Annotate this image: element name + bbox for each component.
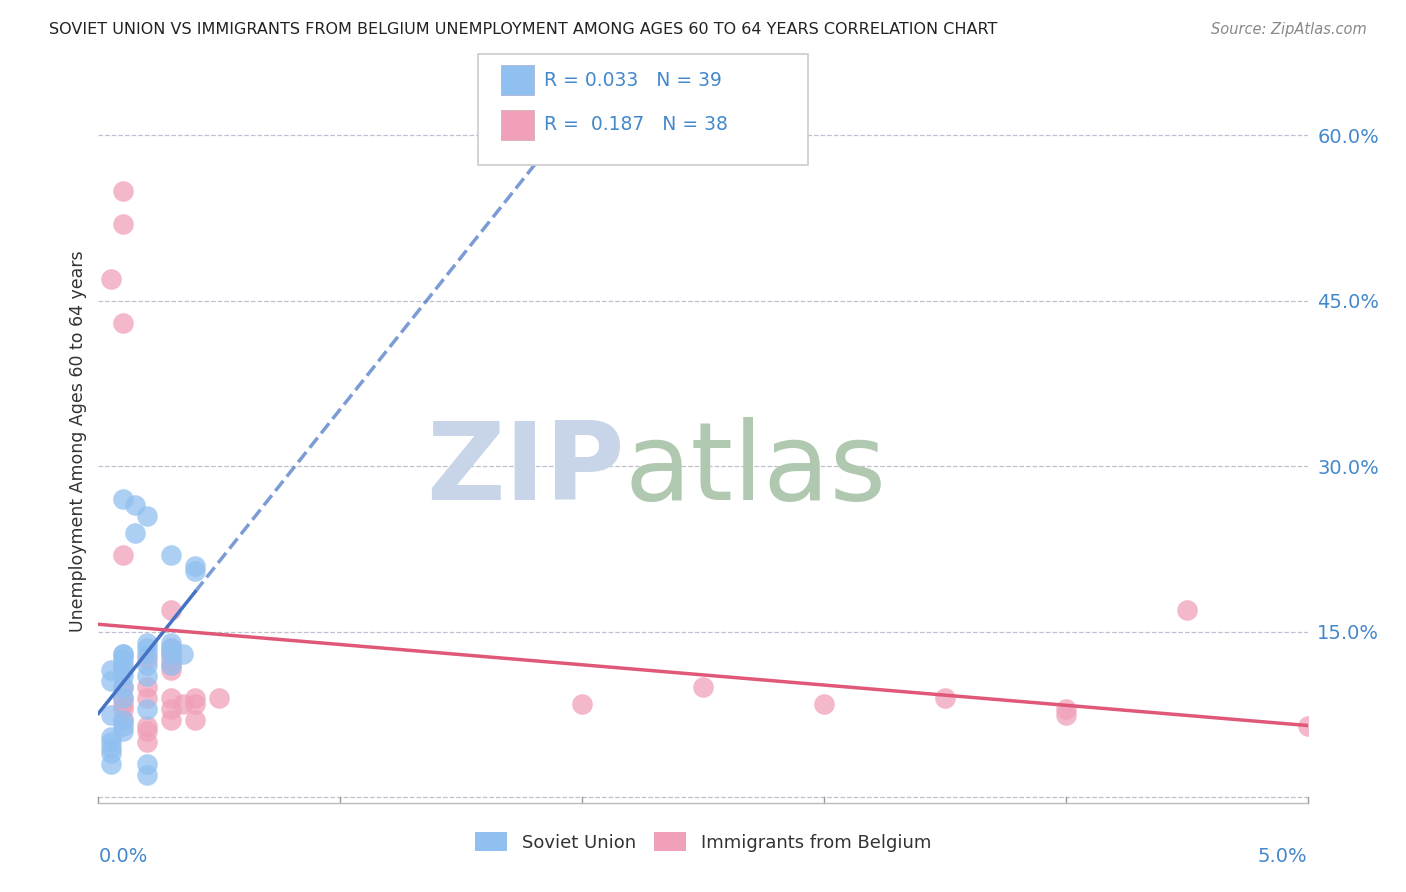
Point bbox=[160, 657, 183, 672]
Point bbox=[160, 636, 183, 650]
Point bbox=[111, 652, 134, 666]
Point bbox=[160, 652, 183, 666]
Point bbox=[172, 697, 194, 711]
Point bbox=[1054, 707, 1077, 722]
Point bbox=[160, 647, 183, 661]
Point bbox=[160, 657, 183, 672]
Text: 5.0%: 5.0% bbox=[1258, 847, 1308, 866]
Point bbox=[100, 740, 122, 755]
Point bbox=[934, 691, 956, 706]
Text: atlas: atlas bbox=[624, 417, 886, 524]
Point bbox=[208, 691, 231, 706]
Point bbox=[135, 647, 157, 661]
Point bbox=[160, 647, 183, 661]
Point bbox=[160, 702, 183, 716]
Point bbox=[135, 702, 157, 716]
Point bbox=[100, 272, 122, 286]
Point bbox=[100, 664, 122, 678]
Point bbox=[160, 603, 183, 617]
Point bbox=[111, 669, 134, 683]
Point bbox=[184, 691, 207, 706]
Text: Source: ZipAtlas.com: Source: ZipAtlas.com bbox=[1211, 22, 1367, 37]
Point bbox=[1054, 702, 1077, 716]
Point bbox=[692, 680, 714, 694]
Point bbox=[111, 492, 134, 507]
Point bbox=[111, 702, 134, 716]
Point bbox=[111, 548, 134, 562]
Point bbox=[184, 558, 207, 573]
Point bbox=[100, 735, 122, 749]
Point bbox=[111, 691, 134, 706]
Point bbox=[160, 641, 183, 656]
Point bbox=[1175, 603, 1198, 617]
Point bbox=[111, 664, 134, 678]
Point bbox=[184, 564, 207, 578]
Point bbox=[111, 647, 134, 661]
Point bbox=[160, 664, 183, 678]
Point bbox=[111, 718, 134, 732]
Text: R = 0.033   N = 39: R = 0.033 N = 39 bbox=[544, 70, 723, 90]
Point bbox=[100, 674, 122, 689]
Point bbox=[135, 768, 157, 782]
Point bbox=[160, 641, 183, 656]
Point bbox=[135, 735, 157, 749]
Point bbox=[111, 647, 134, 661]
Point bbox=[111, 713, 134, 727]
Point bbox=[160, 713, 183, 727]
Legend: Soviet Union, Immigrants from Belgium: Soviet Union, Immigrants from Belgium bbox=[468, 825, 938, 859]
Point bbox=[135, 508, 157, 523]
Point bbox=[111, 680, 134, 694]
Text: ZIP: ZIP bbox=[426, 417, 624, 524]
Point bbox=[111, 657, 134, 672]
Point bbox=[100, 707, 122, 722]
Point bbox=[184, 713, 207, 727]
Point bbox=[135, 641, 157, 656]
Point bbox=[135, 757, 157, 772]
Text: SOVIET UNION VS IMMIGRANTS FROM BELGIUM UNEMPLOYMENT AMONG AGES 60 TO 64 YEARS C: SOVIET UNION VS IMMIGRANTS FROM BELGIUM … bbox=[49, 22, 998, 37]
Point bbox=[135, 724, 157, 739]
Point bbox=[813, 697, 835, 711]
Point bbox=[135, 636, 157, 650]
Text: R =  0.187   N = 38: R = 0.187 N = 38 bbox=[544, 115, 728, 135]
Point bbox=[111, 316, 134, 330]
Point bbox=[135, 718, 157, 732]
Point bbox=[111, 217, 134, 231]
Point bbox=[135, 691, 157, 706]
Y-axis label: Unemployment Among Ages 60 to 64 years: Unemployment Among Ages 60 to 64 years bbox=[69, 251, 87, 632]
Point bbox=[111, 184, 134, 198]
Point bbox=[124, 498, 146, 512]
Point bbox=[111, 680, 134, 694]
Point bbox=[124, 525, 146, 540]
Text: 0.0%: 0.0% bbox=[98, 847, 148, 866]
Point bbox=[135, 669, 157, 683]
Point bbox=[111, 697, 134, 711]
Point bbox=[172, 647, 194, 661]
Point bbox=[160, 691, 183, 706]
Point bbox=[111, 713, 134, 727]
Point bbox=[135, 680, 157, 694]
Point bbox=[135, 657, 157, 672]
Point bbox=[111, 691, 134, 706]
Point bbox=[135, 652, 157, 666]
Point bbox=[184, 697, 207, 711]
Point bbox=[100, 730, 122, 744]
Point bbox=[100, 746, 122, 760]
Point bbox=[571, 697, 593, 711]
Point bbox=[160, 548, 183, 562]
Point bbox=[111, 724, 134, 739]
Point bbox=[1296, 718, 1319, 732]
Point bbox=[100, 757, 122, 772]
